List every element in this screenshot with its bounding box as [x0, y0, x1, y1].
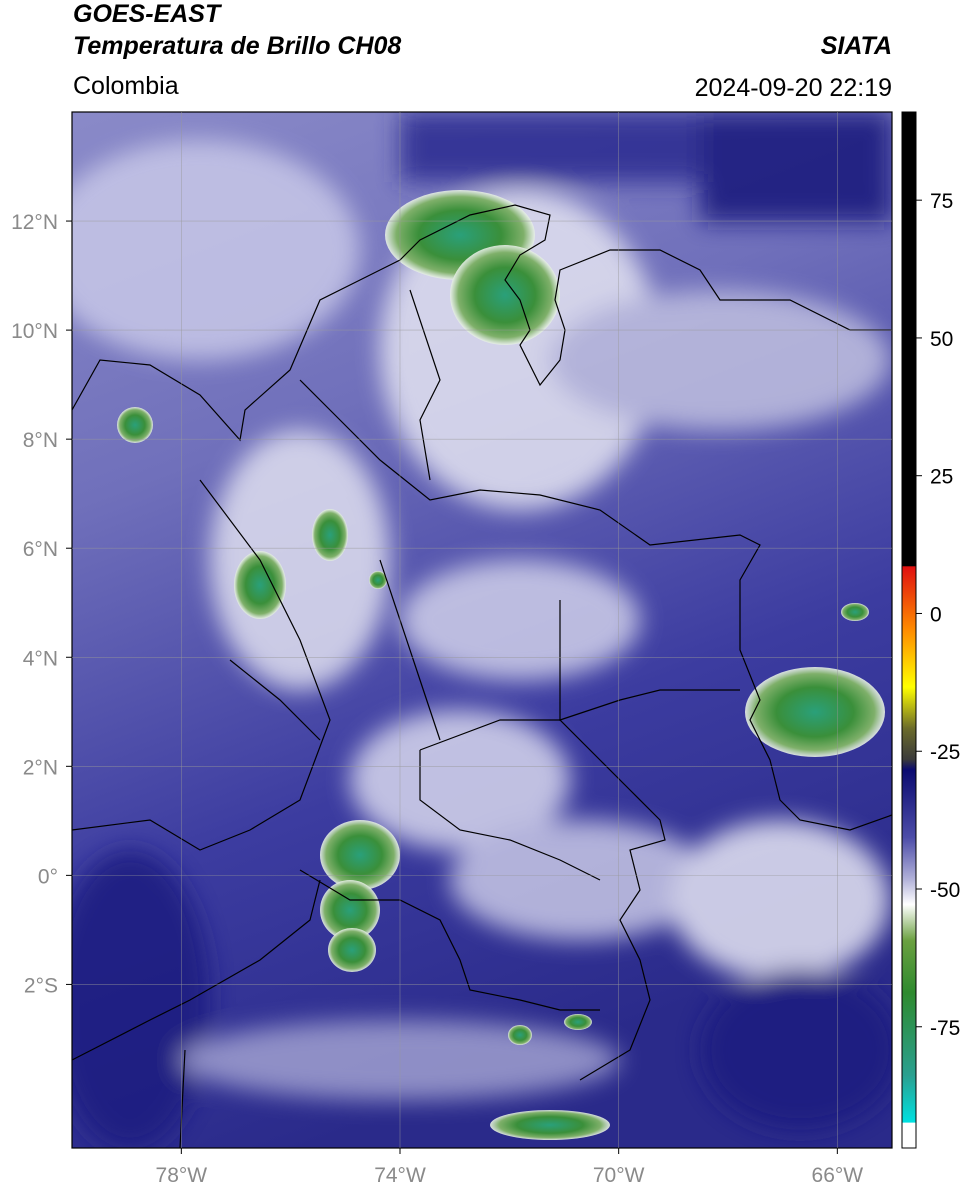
colorbar-tick-label: -75 — [930, 1017, 960, 1040]
axes: 78°W 74°W 70°W 66°W 12°N 10°N 8°N 6°N 4°N 2°N 0° 2°… — [11, 112, 960, 1187]
timestamp: 2024-09-20 22:19 — [695, 74, 892, 102]
colorbar — [901, 111, 917, 1149]
colorbar-tick-label: -25 — [930, 741, 960, 764]
satellite-image — [72, 112, 892, 1148]
y-tick-label: 12°N — [11, 211, 58, 234]
y-tick-label: 6°N — [23, 538, 58, 561]
y-tick-label: 0° — [38, 865, 58, 888]
colorbar-tick-label: 0 — [930, 603, 942, 626]
y-tick-label: 4°N — [23, 647, 58, 670]
colorbar-tick-label: 75 — [930, 190, 953, 213]
x-tick-label: 70°W — [593, 1164, 645, 1187]
y-tick-label: 2°N — [23, 756, 58, 779]
y-tick-label: 10°N — [11, 320, 58, 343]
y-tick-label: 8°N — [23, 429, 58, 452]
subtitle: Temperatura de Brillo CH08 — [73, 32, 401, 60]
colorbar-tick-label: 25 — [930, 466, 953, 489]
y-tick-label: 2°S — [24, 974, 58, 997]
map-frame — [71, 111, 893, 1149]
x-tick-label: 74°W — [374, 1164, 426, 1187]
region: Colombia — [73, 72, 179, 100]
x-tick-label: 66°W — [812, 1164, 864, 1187]
x-tick-label: 78°W — [156, 1164, 208, 1187]
colorbar-tick-label: 50 — [930, 328, 953, 351]
colorbar-tick-label: -50 — [930, 879, 960, 902]
title: GOES-EAST — [73, 0, 223, 28]
source: SIATA — [821, 32, 892, 60]
